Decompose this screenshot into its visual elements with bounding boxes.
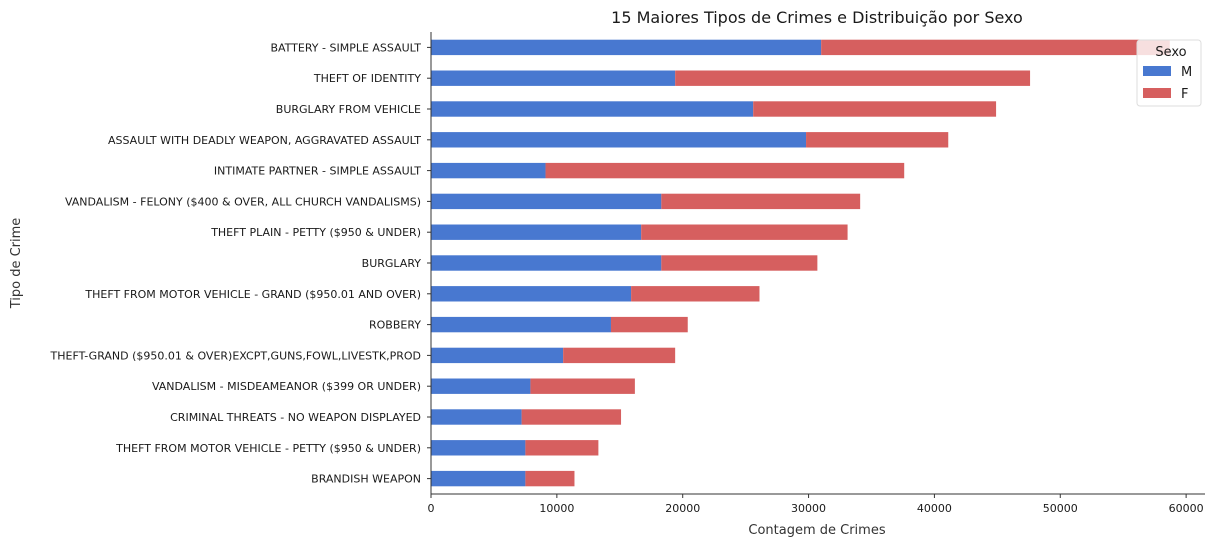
y-axis-title: Tipo de Crime	[9, 218, 24, 310]
bar-m-7	[431, 255, 662, 271]
bars-layer	[431, 39, 1170, 487]
bar-f-11	[530, 378, 635, 394]
bar-m-5	[431, 193, 662, 210]
x-tick-label: 60000	[1169, 502, 1204, 515]
bar-f-9	[610, 316, 688, 333]
x-tick-label: 30000	[791, 502, 826, 515]
y-tick-label: BURGLARY	[362, 257, 422, 270]
x-tick-label: 40000	[917, 502, 952, 515]
y-tick-label: VANDALISM - MISDEAMEANOR ($399 OR UNDER)	[152, 380, 421, 393]
legend-swatch-m	[1143, 66, 1171, 76]
bar-m-12	[431, 409, 522, 425]
x-tick-label: 0	[428, 502, 435, 515]
bar-m-11	[431, 378, 531, 394]
bar-f-10	[563, 347, 676, 364]
bar-m-1	[431, 70, 676, 86]
bar-m-10	[431, 347, 564, 364]
legend: Sexo MF	[1136, 39, 1202, 107]
y-tick-label: THEFT-GRAND ($950.01 & OVER)EXCPT,GUNS,F…	[50, 349, 421, 362]
bar-f-0	[821, 39, 1170, 56]
bar-m-4	[431, 162, 546, 179]
bar-m-8	[431, 286, 632, 302]
bar-f-14	[525, 470, 575, 487]
axes-layer: BATTERY - SIMPLE ASSAULT THEFT OF IDENTIT…	[50, 32, 1205, 515]
y-tick-label: ROBBERY	[369, 319, 421, 332]
legend-label-f: F	[1181, 87, 1188, 102]
bar-f-13	[525, 440, 599, 456]
bar-m-0	[431, 39, 822, 56]
bar-f-8	[631, 286, 760, 302]
bar-f-6	[641, 224, 848, 240]
bar-m-13	[431, 440, 526, 456]
bar-m-3	[431, 132, 807, 148]
bar-m-2	[431, 101, 754, 117]
bar-f-3	[806, 132, 949, 148]
bar-m-14	[431, 470, 526, 487]
bar-m-6	[431, 224, 642, 240]
x-tick-label: 20000	[665, 502, 700, 515]
bar-f-5	[661, 193, 861, 210]
y-tick-label: VANDALISM - FELONY ($400 & OVER, ALL CHU…	[65, 195, 421, 208]
y-tick-label: INTIMATE PARTNER - SIMPLE ASSAULT	[214, 165, 421, 178]
legend-swatch-f	[1143, 88, 1171, 98]
x-tick-label: 10000	[539, 502, 574, 515]
y-tick-label: THEFT FROM MOTOR VEHICLE - PETTY ($950 &…	[115, 442, 421, 455]
y-tick-label: THEFT FROM MOTOR VEHICLE - GRAND ($950.0…	[84, 288, 421, 301]
y-tick-label: THEFT PLAIN - PETTY ($950 & UNDER)	[210, 226, 421, 239]
legend-label-m: M	[1181, 65, 1192, 80]
x-axis-title: Contagem de Crimes	[748, 523, 885, 538]
legend-title: Sexo	[1155, 45, 1186, 60]
chart-title: 15 Maiores Tipos de Crimes e Distribuiçã…	[611, 8, 1023, 27]
x-tick-label: 50000	[1043, 502, 1078, 515]
bar-f-12	[521, 409, 622, 425]
bar-f-7	[661, 255, 818, 271]
bar-f-2	[753, 101, 997, 117]
y-tick-label: BURGLARY FROM VEHICLE	[276, 103, 421, 116]
bar-f-4	[545, 162, 905, 179]
bar-f-1	[675, 70, 1031, 86]
bar-m-9	[431, 316, 611, 333]
y-tick-label: BRANDISH WEAPON	[311, 473, 421, 486]
y-tick-label: THEFT OF IDENTITY	[313, 72, 421, 85]
y-tick-label: ASSAULT WITH DEADLY WEAPON, AGGRAVATED A…	[108, 134, 421, 147]
y-tick-label: CRIMINAL THREATS - NO WEAPON DISPLAYED	[170, 411, 421, 424]
y-tick-label: BATTERY - SIMPLE ASSAULT	[270, 41, 421, 54]
